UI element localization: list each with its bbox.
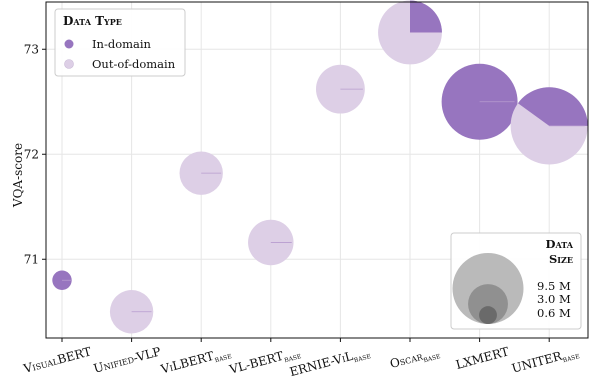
bubble-unified-vlp <box>109 290 154 334</box>
data-type-legend: Data Type In-domain Out-of-domain <box>54 8 186 77</box>
bubble-ernie-vil <box>315 64 365 114</box>
x-tick-label: ERNIE-ViLbase <box>288 344 372 382</box>
x-ticks: VisualBERT Unified-VLPViLBERTbaseVL-BERTb… <box>21 338 581 382</box>
x-tick-label: LXMERT <box>454 344 510 372</box>
x-tick-label: Unified-VLP <box>92 344 162 375</box>
legend-label-in-domain: In-domain <box>92 37 152 51</box>
legend-label-out-of-domain: Out-of-domain <box>92 57 176 71</box>
bubble-out-of-domain <box>179 151 223 195</box>
y-tick-label: 71 <box>24 252 39 266</box>
bubble-vilbert <box>179 151 223 195</box>
x-tick-label: ViLBERTbase <box>158 344 232 379</box>
bubble-lxmert <box>441 63 518 140</box>
bubble-uniter <box>510 87 588 165</box>
legend-box <box>54 8 186 77</box>
legend-title: Data Type <box>63 14 122 28</box>
bubble-in-domain-slice <box>517 87 588 126</box>
plot-frame <box>45 1 589 339</box>
size-legend-title-line1: Data <box>546 237 574 251</box>
legend-swatch-out-of-domain <box>64 59 74 69</box>
bubble-vl-bert <box>248 219 294 266</box>
size-label-small: 0.6 M <box>537 306 571 320</box>
size-legend-circle <box>479 306 497 324</box>
bubbles-layer <box>52 0 588 334</box>
x-tick-label: UNITERbase <box>510 344 580 378</box>
y-axis-label: VQA-score <box>11 143 25 208</box>
size-legend-title-line2: Size <box>549 252 573 266</box>
size-label-large: 9.5 M <box>537 279 571 293</box>
bubble-oscar <box>378 0 442 65</box>
size-label-medium: 3.0 M <box>537 292 571 306</box>
x-tick-label: Oscarbase <box>388 344 441 373</box>
bubble-in-domain-slice <box>410 0 442 33</box>
y-ticks: 71 72 73 <box>24 42 46 266</box>
size-legend-circle <box>468 284 508 324</box>
axes <box>45 1 589 339</box>
bubble-visualbert <box>52 270 72 290</box>
y-tick-label: 73 <box>24 42 39 56</box>
legend-swatch-in-domain <box>64 39 74 49</box>
y-tick-label: 72 <box>24 147 39 161</box>
data-size-legend: Data Size 9.5 M 3.0 M 0.6 M <box>450 232 582 330</box>
size-legend-circles <box>452 252 524 324</box>
x-tick-label: VisualBERT <box>21 344 93 376</box>
